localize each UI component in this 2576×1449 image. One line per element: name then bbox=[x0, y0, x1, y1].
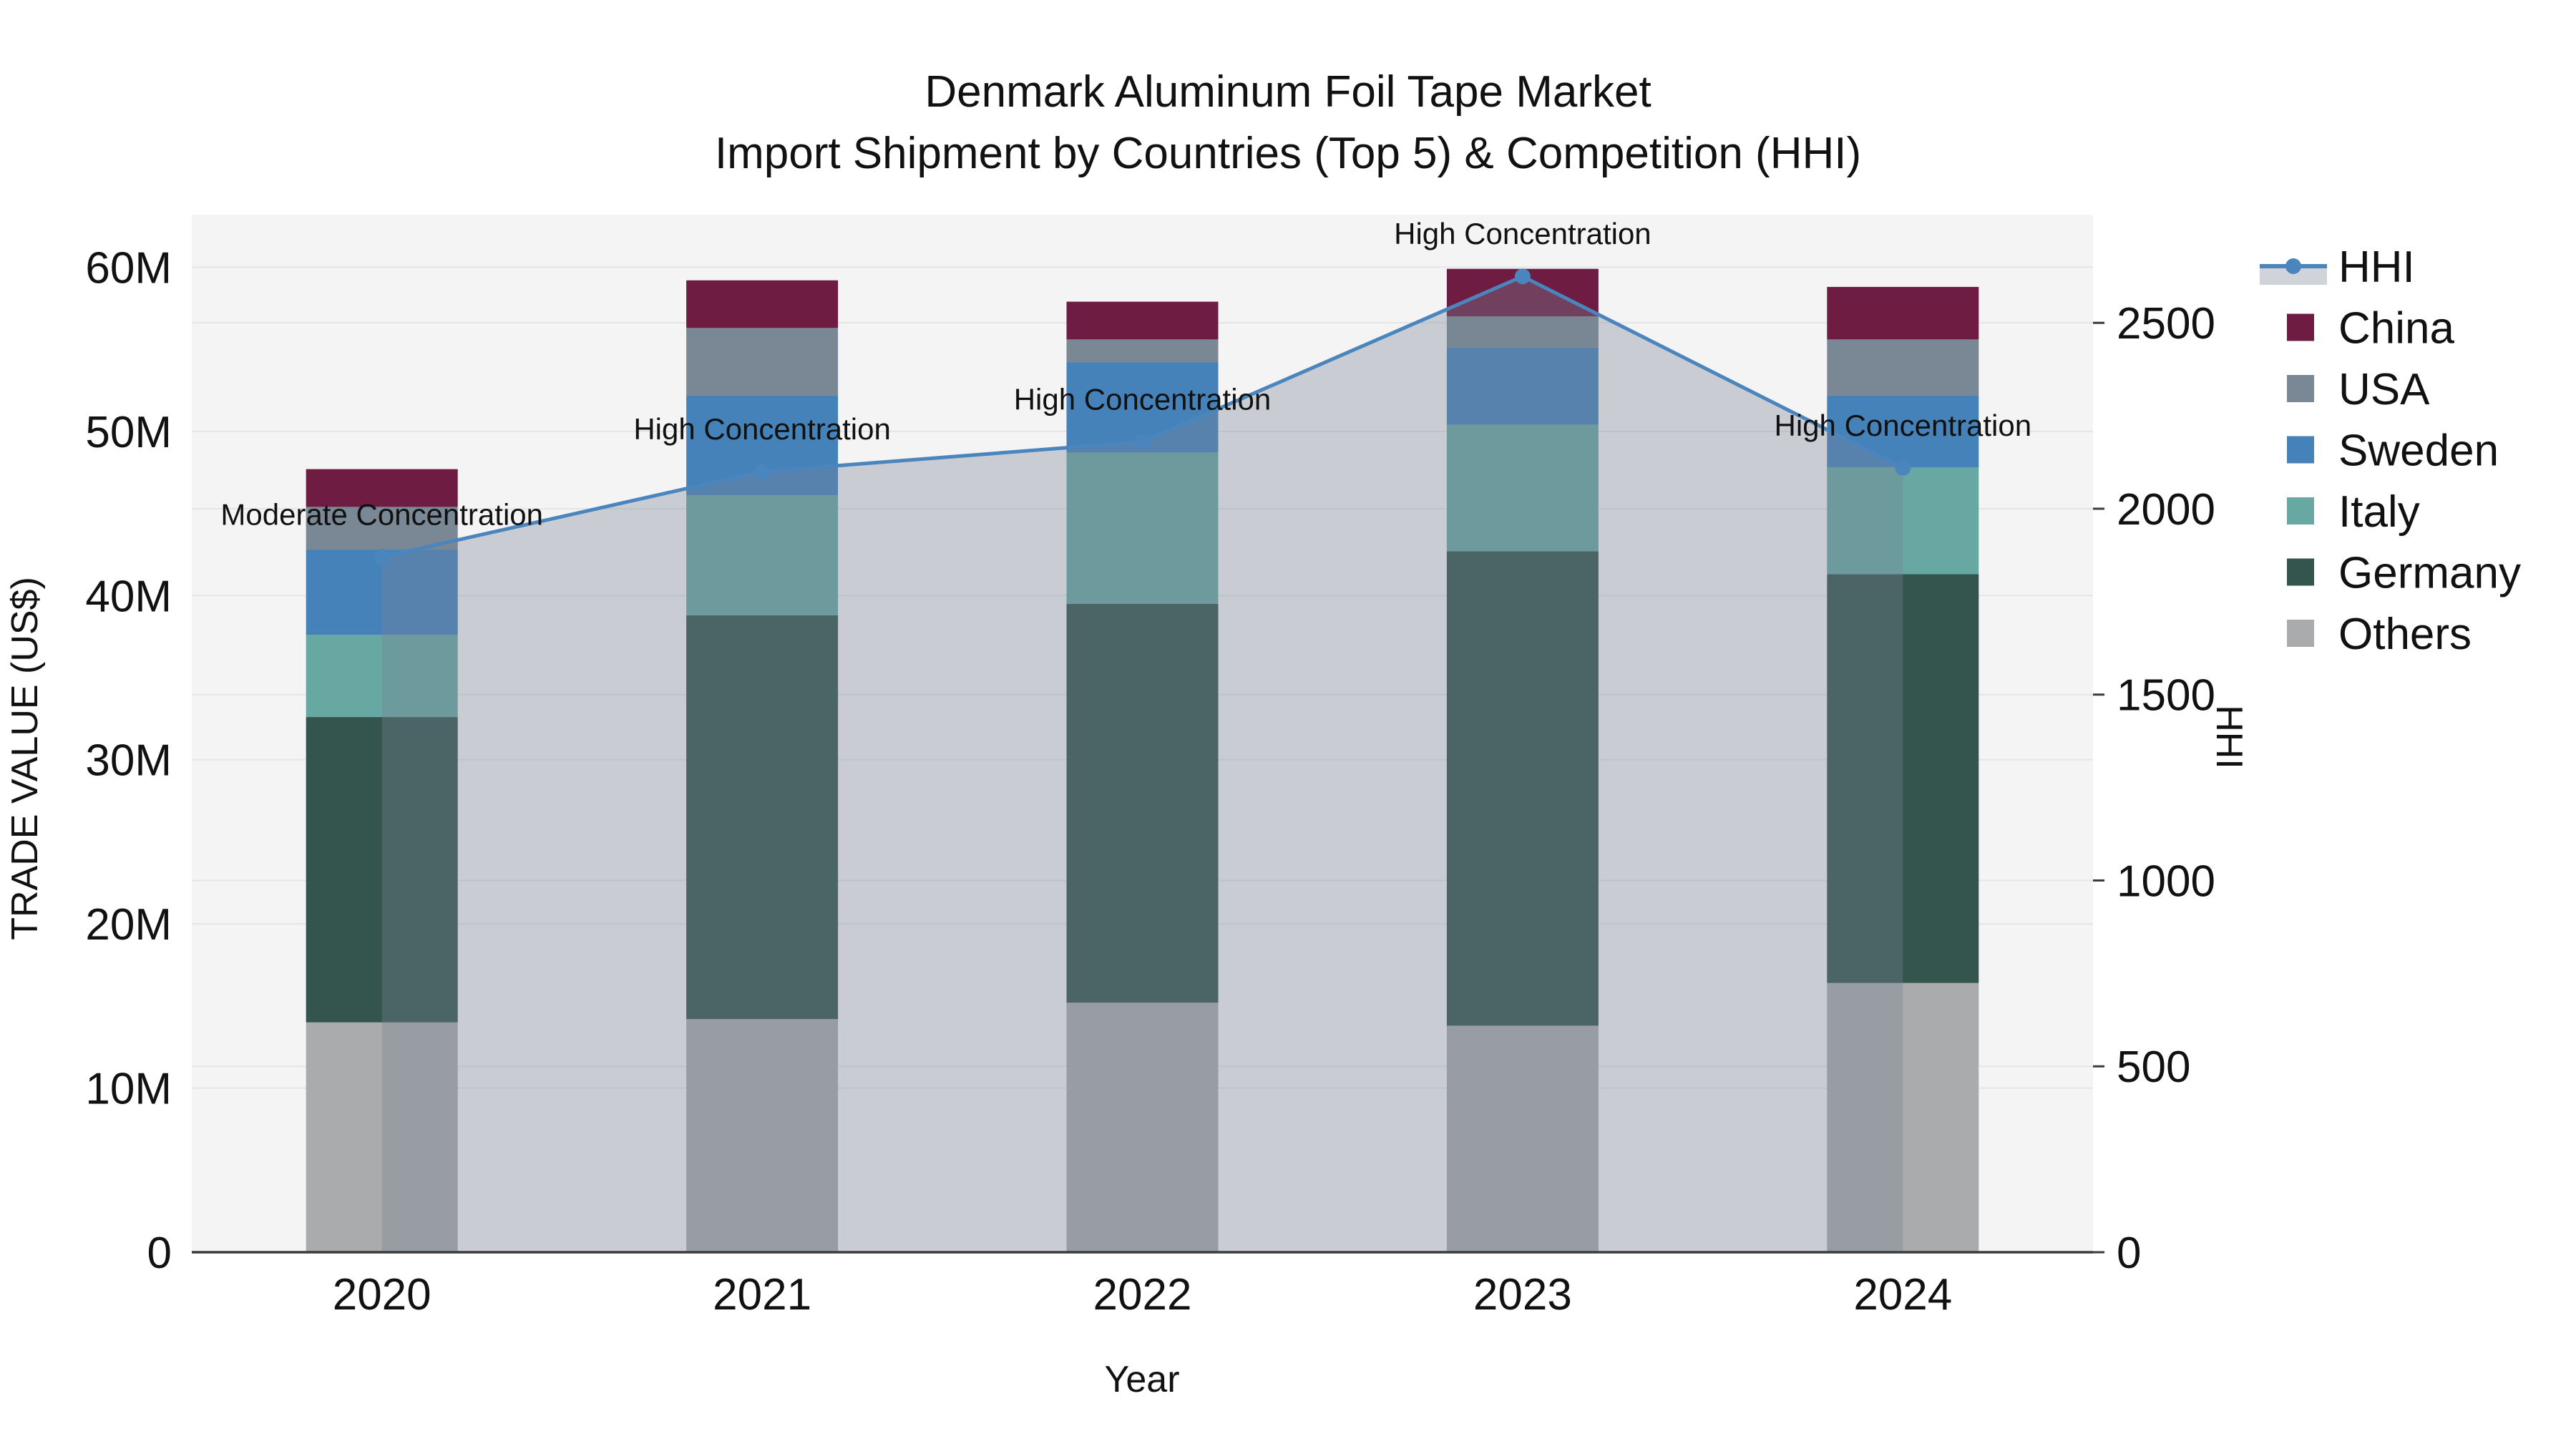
bar-segment-usa-2022[interactable] bbox=[1066, 339, 1219, 363]
legend-label-sweden: Sweden bbox=[2338, 426, 2499, 476]
y-right-tick-label: 1500 bbox=[2117, 671, 2215, 721]
chart-title-line2: Import Shipment by Countries (Top 5) & C… bbox=[715, 129, 1861, 178]
hhi-marker-2022[interactable] bbox=[1134, 434, 1151, 450]
legend-swatch-germany bbox=[2287, 558, 2314, 586]
annotation-2024: High Concentration bbox=[1775, 409, 2032, 442]
hhi-area-layer bbox=[381, 276, 1903, 1253]
bar-segment-germany-2021[interactable] bbox=[686, 615, 839, 1020]
x-tick-label-2022: 2022 bbox=[1093, 1270, 1192, 1319]
legend-item-others[interactable]: Others bbox=[2287, 610, 2472, 659]
y-left-tick-label: 50M bbox=[85, 408, 172, 457]
y-right-tick-label: 1000 bbox=[2117, 857, 2215, 906]
legend-label-usa: USA bbox=[2338, 365, 2430, 414]
bar-segment-italy-2023[interactable] bbox=[1446, 424, 1599, 552]
bar-segment-china-2020[interactable] bbox=[306, 469, 458, 507]
legend-swatch-others bbox=[2287, 620, 2314, 647]
hhi-marker-2023[interactable] bbox=[1514, 268, 1531, 285]
legend-item-sweden[interactable]: Sweden bbox=[2287, 426, 2499, 476]
legend-swatch-usa bbox=[2287, 375, 2314, 402]
bar-segment-sweden-2023[interactable] bbox=[1446, 347, 1599, 425]
annotation-2021: High Concentration bbox=[633, 412, 891, 446]
y-left-tick-label: 30M bbox=[85, 736, 172, 786]
legend-swatch-italy bbox=[2287, 497, 2314, 525]
x-tick-label-2024: 2024 bbox=[1853, 1270, 1952, 1319]
hhi-line-layer bbox=[374, 268, 1911, 565]
y-left-tick-label: 0 bbox=[147, 1229, 172, 1278]
legend-item-hhi[interactable]: HHI bbox=[2260, 243, 2415, 292]
legend-swatch-china bbox=[2287, 313, 2314, 341]
bar-segment-others-2021[interactable] bbox=[686, 1019, 839, 1252]
legend-item-china[interactable]: China bbox=[2287, 304, 2455, 353]
bar-segment-china-2021[interactable] bbox=[686, 280, 839, 328]
bar-segment-usa-2023[interactable] bbox=[1446, 316, 1599, 348]
x-tick-label-2023: 2023 bbox=[1473, 1270, 1572, 1319]
y-right-tick-label: 0 bbox=[2117, 1229, 2141, 1278]
y-left-tick-label: 10M bbox=[85, 1065, 172, 1114]
y-left-tick-label: 40M bbox=[85, 572, 172, 621]
bar-segment-germany-2023[interactable] bbox=[1446, 551, 1599, 1026]
bar-segment-usa-2024[interactable] bbox=[1827, 339, 1979, 396]
bar-segment-china-2022[interactable] bbox=[1066, 301, 1219, 340]
y-right-tick-label: 2500 bbox=[2117, 299, 2215, 348]
bar-segment-germany-2020[interactable] bbox=[306, 717, 458, 1023]
legend-label-hhi: HHI bbox=[2338, 243, 2415, 292]
legend-swatch-sweden bbox=[2287, 436, 2314, 464]
annotation-2020: Moderate Concentration bbox=[220, 497, 543, 531]
legend-item-italy[interactable]: Italy bbox=[2287, 487, 2420, 537]
legend-label-others: Others bbox=[2338, 610, 2472, 659]
bar-segment-usa-2021[interactable] bbox=[686, 328, 839, 396]
y-left-tick-label: 60M bbox=[85, 243, 172, 293]
legend-hhi-marker-sample bbox=[2285, 258, 2301, 274]
annotations-layer: Moderate Concentration High Concentration… bbox=[220, 217, 2031, 531]
x-tick-label-2020: 2020 bbox=[333, 1270, 431, 1319]
bar-segment-germany-2024[interactable] bbox=[1827, 574, 1979, 983]
y-right-axis-title: HHI bbox=[2208, 705, 2250, 769]
y-left-tick-label: 20M bbox=[85, 900, 172, 950]
stacked-bars-layer bbox=[306, 268, 1979, 1252]
bar-segment-others-2020[interactable] bbox=[306, 1022, 458, 1252]
bar-segment-italy-2021[interactable] bbox=[686, 495, 839, 615]
bar-segment-others-2024[interactable] bbox=[1827, 982, 1979, 1252]
legend-label-germany: Germany bbox=[2338, 549, 2521, 598]
y-right-tick-label: 500 bbox=[2117, 1043, 2190, 1092]
bar-segment-italy-2024[interactable] bbox=[1827, 467, 1979, 575]
bar-segment-sweden-2024[interactable] bbox=[1827, 395, 1979, 468]
hhi-marker-2021[interactable] bbox=[754, 463, 771, 479]
axes-layer: 0 10M 20M 30M 40M 50M 60M 0 500 1000 1500 2000 2500 2… bbox=[85, 243, 2215, 1319]
bar-segment-italy-2022[interactable] bbox=[1066, 452, 1219, 604]
bar-segment-others-2022[interactable] bbox=[1066, 1002, 1219, 1252]
bar-segment-usa-2020[interactable] bbox=[306, 507, 458, 550]
hhi-marker-2020[interactable] bbox=[374, 549, 390, 565]
hhi-area-fill bbox=[381, 276, 1903, 1253]
y-right-tick-label: 2000 bbox=[2117, 485, 2215, 535]
legend: HHI China USA Sweden Italy Germany Others bbox=[2260, 243, 2521, 659]
x-axis-title: Year bbox=[1104, 1359, 1179, 1400]
annotation-2023: High Concentration bbox=[1394, 217, 1652, 250]
chart-title-line1: Denmark Aluminum Foil Tape Market bbox=[924, 67, 1651, 117]
legend-label-china: China bbox=[2338, 304, 2455, 353]
legend-item-usa[interactable]: USA bbox=[2287, 365, 2430, 414]
bar-segment-germany-2022[interactable] bbox=[1066, 603, 1219, 1003]
bar-segment-italy-2020[interactable] bbox=[306, 635, 458, 718]
legend-label-italy: Italy bbox=[2338, 487, 2420, 537]
annotation-2022: High Concentration bbox=[1014, 382, 1272, 416]
x-tick-label-2021: 2021 bbox=[713, 1270, 811, 1319]
y-left-axis-title: TRADE VALUE (US$) bbox=[4, 577, 46, 940]
bar-segment-china-2024[interactable] bbox=[1827, 286, 1979, 340]
bar-segment-others-2023[interactable] bbox=[1446, 1025, 1599, 1252]
hhi-marker-2024[interactable] bbox=[1895, 459, 1911, 476]
legend-item-germany[interactable]: Germany bbox=[2287, 549, 2521, 598]
